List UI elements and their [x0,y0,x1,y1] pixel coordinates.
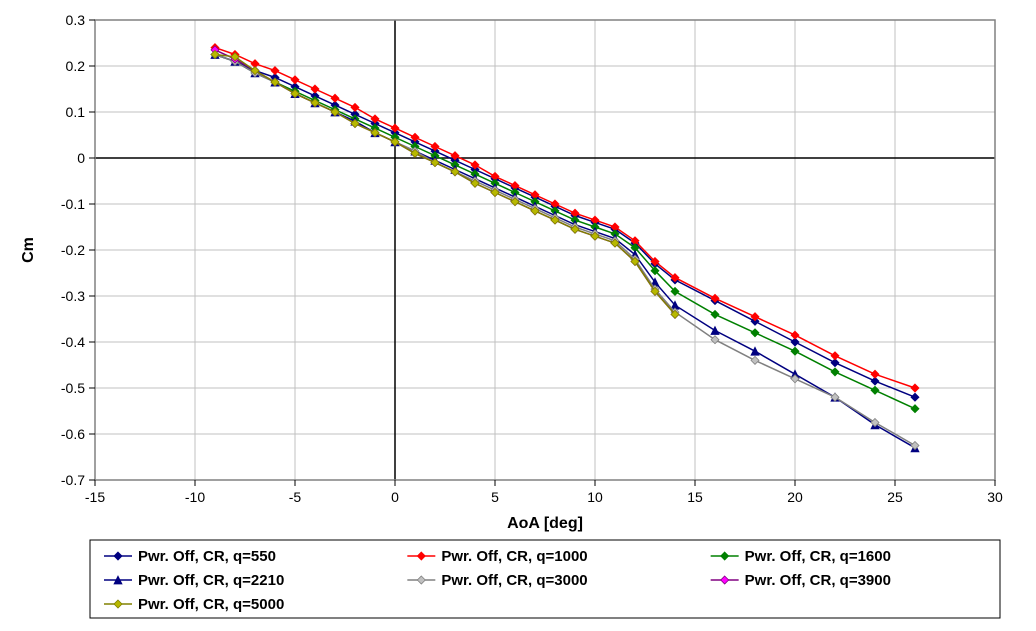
x-axis-title: AoA [deg] [507,515,583,532]
x-tick-label: 5 [491,489,499,505]
y-tick-label: 0.2 [66,58,86,74]
legend-label: Pwr. Off, CR, q=1600 [745,548,891,565]
chart-container: { "chart": { "type": "line", "background… [0,0,1036,631]
y-tick-label: 0 [77,150,85,166]
legend-label: Pwr. Off, CR, q=3000 [441,572,587,589]
x-tick-label: 20 [787,489,803,505]
legend-label: Pwr. Off, CR, q=550 [138,548,276,565]
y-axis-title: Cm [20,237,37,263]
x-tick-label: 10 [587,489,603,505]
x-tick-label: 0 [391,489,399,505]
y-tick-label: -0.7 [61,472,85,488]
y-tick-label: -0.6 [61,426,85,442]
y-tick-label: -0.1 [61,196,85,212]
y-tick-label: -0.5 [61,380,85,396]
legend-label: Pwr. Off, CR, q=1000 [441,548,587,565]
y-tick-label: 0.3 [66,12,86,28]
legend-label: Pwr. Off, CR, q=3900 [745,572,891,589]
chart-svg: -15 -10 -5 0 5 10 15 20 25 30 -0.7 -0.6 -0.5 -0.4 -0.3… [0,0,1036,631]
y-tick-label: -0.4 [61,334,85,350]
x-tick-label: 25 [887,489,903,505]
legend-label: Pwr. Off, CR, q=5000 [138,596,284,613]
x-tick-label: -15 [85,489,105,505]
x-tick-label: -10 [185,489,205,505]
legend-label: Pwr. Off, CR, q=2210 [138,572,284,589]
y-tick-label: -0.3 [61,288,85,304]
x-tick-label: 30 [987,489,1003,505]
x-tick-label: 15 [687,489,703,505]
y-tick-label: 0.1 [66,104,86,120]
y-tick-label: -0.2 [61,242,85,258]
x-tick-label: -5 [289,489,302,505]
